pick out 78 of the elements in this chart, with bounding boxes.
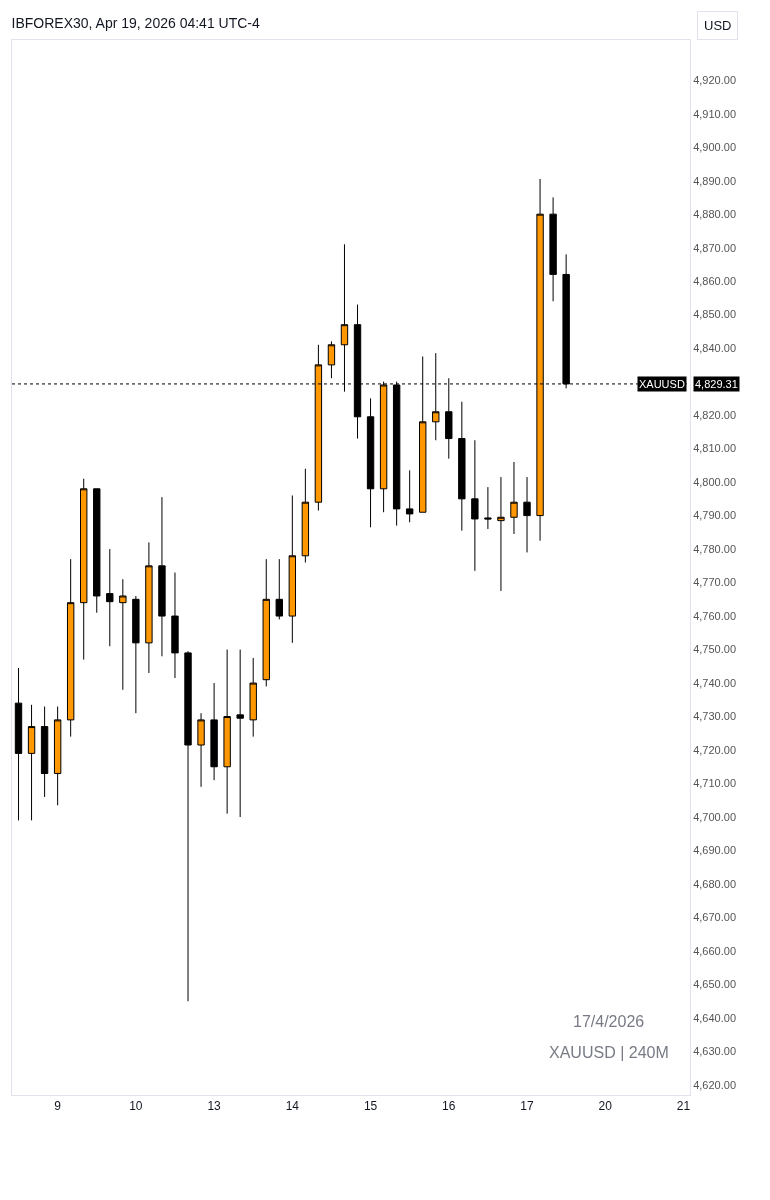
candlestick — [40, 705, 49, 798]
y-tick-label: 4,700.00 — [693, 810, 737, 823]
candlestick — [471, 439, 479, 572]
candlestick — [223, 649, 231, 815]
x-tick-label: 9 — [54, 1099, 62, 1114]
candlestick — [301, 468, 310, 563]
y-tick-label: 4,920.00 — [693, 74, 737, 87]
candlestick — [327, 340, 336, 379]
y-tick-label: 4,710.00 — [693, 777, 737, 790]
candlestick — [132, 595, 140, 714]
y-tick-label: 4,880.00 — [693, 208, 737, 221]
candlestick — [288, 494, 297, 644]
candlestick — [171, 572, 179, 679]
y-tick-label: 4,660.00 — [693, 944, 737, 957]
y-tick-label: 4,870.00 — [693, 241, 737, 254]
candlestick — [66, 558, 75, 738]
y-tick-label: 4,770.00 — [693, 576, 737, 589]
y-tick-label: 4,630.00 — [693, 1045, 737, 1058]
candlestick — [484, 486, 492, 530]
y-tick-label: 4,890.00 — [693, 174, 737, 187]
candlestick — [119, 578, 127, 691]
ref-line-label: XAUUSD — [639, 378, 685, 390]
y-tick-label: 4,740.00 — [693, 676, 737, 689]
annotation: XAUUSD | 240M — [549, 1044, 669, 1061]
y-tick-label: 4,680.00 — [693, 877, 737, 890]
candlestick — [523, 476, 531, 553]
y-axis-title: USD — [704, 18, 732, 33]
y-tick-label: 4,840.00 — [693, 341, 737, 354]
y-tick-label: 4,750.00 — [693, 643, 737, 656]
candlestick — [510, 461, 518, 535]
candlestick — [236, 649, 244, 818]
candlestick — [80, 478, 88, 661]
x-tick-label: 14 — [285, 1099, 300, 1114]
y-tick-label: 4,850.00 — [693, 308, 737, 321]
x-tick-label: 16 — [442, 1099, 456, 1114]
candlestick — [249, 657, 257, 738]
candlestick — [106, 548, 114, 647]
y-tick-label: 4,620.00 — [693, 1078, 737, 1091]
y-tick-label: 4,820.00 — [693, 408, 737, 421]
y-tick-label: 4,730.00 — [693, 710, 737, 723]
x-tick-label: 17 — [520, 1099, 535, 1114]
candlestick — [366, 397, 375, 528]
x-tick-label: 10 — [129, 1099, 143, 1114]
candlestick — [184, 650, 192, 1002]
y-tick-label: 4,720.00 — [693, 743, 737, 756]
candlestick — [275, 558, 283, 620]
text: 4,829.31 — [695, 378, 738, 390]
y-tick-label: 4,640.00 — [693, 1011, 737, 1024]
y-tick-label: 4,670.00 — [693, 911, 737, 924]
x-tick-label: 15 — [363, 1099, 378, 1114]
candlestick — [405, 469, 414, 523]
candlestick — [210, 682, 218, 781]
y-tick-label: 4,860.00 — [693, 274, 737, 287]
x-tick-label: 20 — [598, 1099, 613, 1114]
candlestick — [458, 401, 466, 532]
annotation: 17/4/2026 — [573, 1013, 645, 1030]
candlestick — [262, 558, 270, 687]
y-tick-label: 4,810.00 — [693, 442, 737, 455]
candlestick — [549, 196, 557, 302]
chart-title: IBFOREX30, Apr 19, 2026 04:41 UTC-4 — [11, 14, 260, 31]
candlestick — [93, 488, 101, 614]
candlestick — [197, 712, 205, 788]
x-tick-label: 21 — [676, 1099, 691, 1114]
candlestick — [158, 496, 166, 657]
y-tick-label: 4,790.00 — [693, 509, 737, 522]
candlestick — [497, 476, 505, 592]
candlestick — [14, 667, 23, 821]
y-tick-label: 4,800.00 — [693, 475, 737, 488]
y-tick-label: 4,650.00 — [693, 978, 737, 991]
y-tick-label: 4,910.00 — [693, 107, 737, 120]
y-tick-label: 4,780.00 — [693, 542, 737, 555]
y-tick-label: 4,900.00 — [693, 141, 737, 154]
y-tick-label: 4,760.00 — [693, 609, 737, 622]
y-tick-label: 4,690.00 — [693, 844, 737, 857]
x-tick-label: 13 — [207, 1099, 222, 1114]
candlestick — [145, 541, 153, 674]
candlestick — [53, 705, 62, 806]
candlestick — [27, 704, 36, 821]
